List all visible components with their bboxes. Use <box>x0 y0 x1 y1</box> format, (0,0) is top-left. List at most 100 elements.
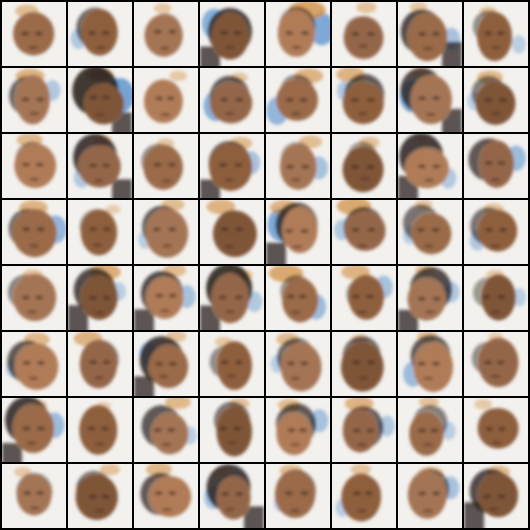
face-sample-image <box>332 464 396 528</box>
face-sample-tile <box>332 464 396 528</box>
face-sample-image <box>68 2 132 66</box>
face-sample-image <box>68 332 132 396</box>
face-sample-image <box>134 200 198 264</box>
face-sample-tile <box>464 68 528 132</box>
face-sample-tile <box>464 2 528 66</box>
face-sample-tile <box>200 398 264 462</box>
face-sample-tile <box>464 332 528 396</box>
face-sample-image <box>332 2 396 66</box>
face-sample-tile <box>2 200 66 264</box>
face-sample-tile <box>134 464 198 528</box>
face-sample-tile <box>2 134 66 198</box>
face-sample-image <box>398 134 462 198</box>
face-sample-tile <box>398 464 462 528</box>
face-sample-image <box>464 464 528 528</box>
face-sample-tile <box>68 266 132 330</box>
face-sample-image <box>68 398 132 462</box>
face-sample-image <box>332 266 396 330</box>
face-sample-image <box>2 398 66 462</box>
face-sample-tile <box>200 2 264 66</box>
face-sample-tile <box>68 134 132 198</box>
face-sample-image <box>398 2 462 66</box>
face-sample-tile <box>464 398 528 462</box>
face-sample-tile <box>200 200 264 264</box>
face-sample-image <box>200 2 264 66</box>
face-sample-tile <box>266 2 330 66</box>
face-sample-image <box>332 332 396 396</box>
face-sample-tile <box>200 68 264 132</box>
face-sample-tile <box>2 398 66 462</box>
face-sample-image <box>134 332 198 396</box>
face-sample-tile <box>68 332 132 396</box>
face-sample-tile <box>398 266 462 330</box>
face-sample-image <box>398 464 462 528</box>
face-sample-image <box>398 200 462 264</box>
face-sample-image <box>398 332 462 396</box>
face-sample-tile <box>332 398 396 462</box>
face-sample-image <box>2 464 66 528</box>
face-sample-image <box>464 2 528 66</box>
face-sample-image <box>266 200 330 264</box>
face-sample-tile <box>2 266 66 330</box>
face-sample-tile <box>266 332 330 396</box>
face-sample-image <box>2 68 66 132</box>
face-sample-image <box>266 398 330 462</box>
face-sample-tile <box>398 2 462 66</box>
face-sample-image <box>134 398 198 462</box>
face-sample-image <box>398 68 462 132</box>
face-sample-tile <box>266 464 330 528</box>
face-sample-tile <box>266 68 330 132</box>
face-sample-image <box>464 134 528 198</box>
face-sample-tile <box>200 266 264 330</box>
face-sample-image <box>332 398 396 462</box>
face-sample-image <box>68 68 132 132</box>
face-sample-image <box>2 200 66 264</box>
face-sample-tile <box>200 332 264 396</box>
face-sample-image <box>200 266 264 330</box>
face-sample-tile <box>266 398 330 462</box>
face-sample-tile <box>266 266 330 330</box>
face-sample-tile <box>200 464 264 528</box>
face-sample-image <box>134 68 198 132</box>
face-sample-image <box>332 134 396 198</box>
face-sample-image <box>464 68 528 132</box>
face-sample-image <box>266 68 330 132</box>
face-sample-image <box>200 398 264 462</box>
face-sample-tile <box>332 68 396 132</box>
face-sample-image <box>134 464 198 528</box>
face-sample-image <box>2 332 66 396</box>
face-sample-image <box>68 134 132 198</box>
face-sample-tile <box>68 464 132 528</box>
face-sample-image <box>200 68 264 132</box>
face-sample-tile <box>266 200 330 264</box>
face-sample-tile <box>134 134 198 198</box>
face-sample-tile <box>134 398 198 462</box>
face-sample-image <box>266 464 330 528</box>
face-sample-tile <box>2 68 66 132</box>
face-sample-tile <box>398 332 462 396</box>
face-sample-image <box>134 2 198 66</box>
face-sample-tile <box>332 134 396 198</box>
face-sample-image <box>266 266 330 330</box>
face-sample-image <box>2 2 66 66</box>
face-sample-tile <box>134 2 198 66</box>
face-sample-tile <box>398 200 462 264</box>
face-sample-image <box>134 266 198 330</box>
face-sample-image <box>266 332 330 396</box>
face-sample-image <box>68 200 132 264</box>
face-sample-tile <box>332 2 396 66</box>
face-sample-image <box>134 134 198 198</box>
face-sample-tile <box>332 266 396 330</box>
face-sample-tile <box>134 68 198 132</box>
face-sample-image <box>2 266 66 330</box>
face-sample-image <box>398 398 462 462</box>
face-sample-tile <box>2 464 66 528</box>
face-sample-image <box>464 200 528 264</box>
face-sample-image <box>2 134 66 198</box>
face-sample-tile <box>68 200 132 264</box>
face-sample-image <box>68 464 132 528</box>
face-sample-tile <box>2 2 66 66</box>
face-sample-image <box>68 266 132 330</box>
face-sample-tile <box>68 68 132 132</box>
